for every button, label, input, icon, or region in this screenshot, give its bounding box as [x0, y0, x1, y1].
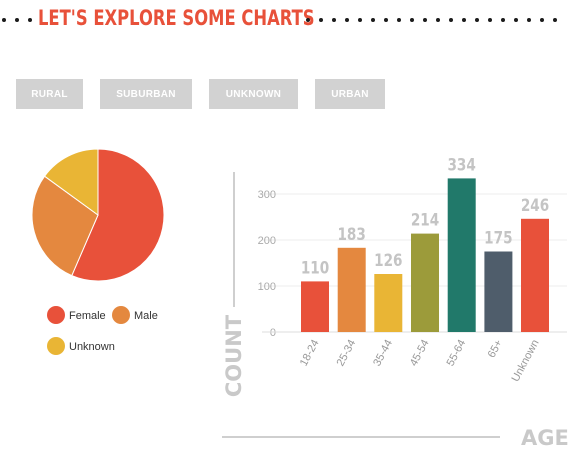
age-bar-chart: COUNT AGE 0 100 200 300 110 18-24 183 25-34 126 3… [222, 155, 569, 450]
bar-unknown[interactable] [521, 218, 549, 332]
legend-label-female: Female [69, 310, 106, 322]
y-axis-label: COUNT [222, 314, 246, 397]
data-label-65: 175 [484, 228, 512, 248]
legend-label-male: Male [134, 310, 158, 322]
x-tick-label-35-44: 35-44 [371, 338, 395, 368]
data-label-45-54: 214 [411, 210, 439, 230]
legend-swatch-female [47, 306, 65, 324]
data-label-25-34: 183 [337, 224, 365, 244]
gender-pie-chart [31, 148, 165, 282]
filter-unknown-button[interactable]: UNKNOWN [209, 79, 298, 109]
data-label-unknown: 246 [521, 195, 549, 215]
x-tick-label-unknown: Unknown [510, 338, 542, 384]
x-tick-label-18-24: 18-24 [298, 338, 322, 368]
header: LET'S EXPLORE SOME CHARTS [0, 0, 575, 44]
filter-bar: RURAL SUBURBAN UNKNOWN URBAN [16, 79, 402, 109]
data-label-35-44: 126 [374, 251, 402, 271]
data-label-18-24: 110 [301, 258, 329, 278]
legend-swatch-male [112, 306, 130, 324]
pie-slice-unknown[interactable] [43, 148, 99, 216]
bar-25-34[interactable] [337, 247, 366, 332]
x-tick-label-65: 65+ [486, 338, 505, 360]
x-tick-label-45-54: 45-54 [408, 338, 432, 368]
y-tick-label-300: 300 [258, 189, 276, 201]
pie-slice-female[interactable] [71, 148, 165, 282]
filter-rural-button[interactable]: RURAL [16, 79, 83, 109]
legend-swatch-unknown [47, 337, 65, 355]
x-tick-label-25-34: 25-34 [335, 338, 359, 368]
decorative-dots-left [2, 18, 32, 22]
y-tick-label-200: 200 [258, 235, 276, 247]
filter-urban-button[interactable]: URBAN [315, 79, 385, 109]
legend-label-unknown: Unknown [69, 341, 115, 353]
pie-legend: Female Male Unknown [47, 306, 158, 355]
bar-35-44[interactable] [374, 274, 403, 332]
bar-55-64[interactable] [447, 178, 476, 332]
decorative-dots-right [306, 18, 557, 22]
bar-45-54[interactable] [411, 233, 439, 332]
y-tick-label-100: 100 [258, 281, 276, 293]
filter-suburban-button[interactable]: SUBURBAN [100, 79, 192, 109]
y-tick-label-0: 0 [270, 327, 276, 339]
page-title: LET'S EXPLORE SOME CHARTS [38, 6, 315, 30]
data-label-55-64: 334 [447, 155, 475, 175]
bar-65[interactable] [484, 251, 513, 333]
charts-area: Female Male Unknown COUNT AGE 0 100 200 300 11… [31, 148, 569, 450]
x-tick-label-55-64: 55-64 [445, 338, 469, 368]
pie-slice-male[interactable] [31, 175, 99, 277]
bar-18-24[interactable] [301, 281, 329, 332]
x-axis-label: AGE [521, 426, 569, 450]
